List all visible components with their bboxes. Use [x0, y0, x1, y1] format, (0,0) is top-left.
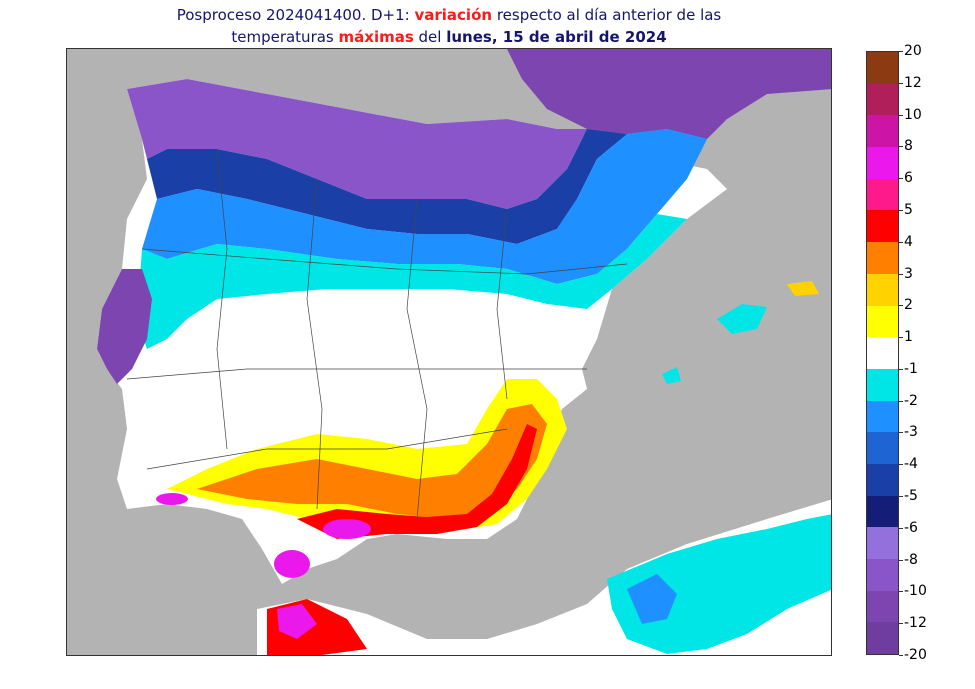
colorbar-swatch: [867, 242, 898, 274]
map-canvas: [67, 49, 831, 655]
colorbar-swatch: [867, 52, 898, 84]
menorca-island: [787, 281, 819, 296]
colorbar-tick-label: -4: [899, 456, 918, 473]
title-line2-middle: del: [413, 28, 447, 46]
colorbar-swatch: [867, 400, 898, 433]
huelva-magenta-spot: [156, 493, 188, 505]
colorbar-tick-label: -20: [899, 647, 927, 663]
colorbar-tick-label: 3: [899, 265, 913, 282]
north-deep-blue-band: [147, 129, 627, 244]
colorbar-swatch: [867, 83, 898, 116]
colorbar-swatch: [867, 273, 898, 306]
colorbar-tick-label: -6: [899, 519, 918, 536]
colorbar-swatch: [867, 432, 898, 464]
colorbar-tick-label: 6: [899, 170, 913, 187]
colorbar-tick-label: 5: [899, 201, 913, 218]
mallorca-island: [717, 304, 767, 334]
colorbar-swatch: [867, 210, 898, 243]
colorbar-swatch: [867, 115, 898, 148]
title-highlight-variation: variación: [414, 6, 493, 24]
colorbar-swatch: [867, 559, 898, 591]
colorbar-tick-label: 8: [899, 138, 913, 155]
colorbar-tick-label: 4: [899, 233, 913, 250]
colorbar-swatch: [867, 495, 898, 528]
temperature-map: [66, 48, 832, 656]
map-title: Posproceso 2024041400. D+1: variación re…: [66, 4, 832, 48]
title-date: lunes, 15 de abril de 2024: [446, 28, 667, 46]
malaga-magenta-spot: [274, 550, 310, 578]
title-line-1: Posproceso 2024041400. D+1: variación re…: [66, 4, 832, 26]
province-boundaries: [126, 148, 628, 520]
title-line2-prefix: temperaturas: [231, 28, 339, 46]
title-line-2: temperaturas máximas del lunes, 15 de ab…: [66, 26, 832, 48]
colorbar-tick-label: -1: [899, 360, 918, 377]
colorbar-swatch: [867, 368, 898, 401]
south-orange-zone: [197, 404, 547, 519]
colorbar-tick-label: 20: [899, 43, 922, 59]
south-red-zone: [297, 424, 537, 539]
colorbar-swatch: [867, 147, 898, 179]
colorbar-tick-label: -10: [899, 583, 927, 600]
colorbar-tick-label: 2: [899, 297, 913, 314]
colorbar-swatch: [867, 178, 898, 211]
colorbar-tick-label: -3: [899, 424, 918, 441]
colorbar-swatch: [867, 527, 898, 559]
colorbar-swatch: [867, 337, 898, 369]
colorbar-tick-label: -5: [899, 488, 918, 505]
granada-magenta-spot: [323, 519, 371, 539]
colorbar-tick-label: 1: [899, 329, 913, 346]
colorbar-tick-label: 12: [899, 74, 922, 91]
title-highlight-maximas: máximas: [338, 28, 414, 46]
colorbar-swatch: [867, 463, 898, 496]
colorbar-tick-label: -8: [899, 551, 918, 568]
colorbar: [866, 51, 899, 655]
ibiza-island: [662, 367, 681, 384]
colorbar-ticks: 20 12 10 8 6 5 4 3 2 1 -1 -2 -3 -4 -5 -6 -8 -10 -12 -20: [899, 43, 970, 663]
title-suffix: respecto al día anterior de las: [492, 6, 722, 24]
colorbar-tick-label: -2: [899, 392, 918, 409]
north-africa-blue: [627, 574, 677, 624]
colorbar-swatch: [867, 305, 898, 338]
north-purple-band: [127, 79, 587, 209]
north-blue-band: [142, 129, 707, 284]
west-coast-purple: [97, 269, 152, 384]
title-prefix: Posproceso 2024041400. D+1:: [176, 6, 415, 24]
colorbar-tick-label: 10: [899, 106, 922, 123]
colorbar-swatch: [867, 622, 898, 655]
north-cyan-band: [137, 214, 687, 349]
morocco-magenta: [277, 604, 317, 639]
colorbar-swatch: [867, 590, 898, 623]
colorbar-tick-label: -12: [899, 615, 927, 632]
france-landmass: [507, 49, 831, 139]
